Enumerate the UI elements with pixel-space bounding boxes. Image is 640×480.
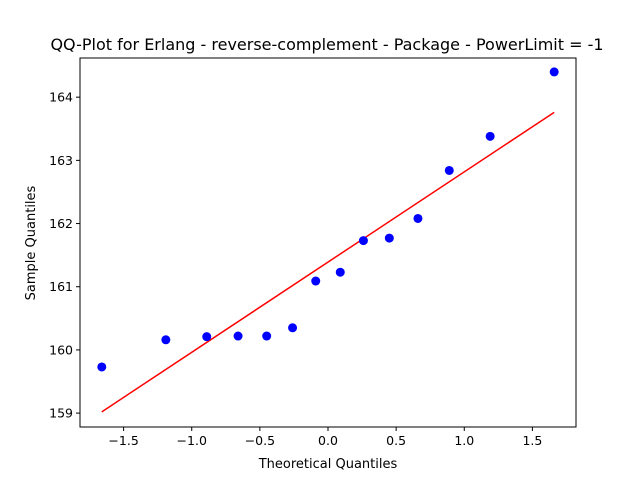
plot-frame [79, 57, 577, 428]
data-point [485, 131, 495, 141]
data-point [335, 267, 345, 277]
y-tick-label: 164 [49, 90, 73, 105]
data-point [161, 335, 171, 345]
y-tick-label: 159 [49, 406, 73, 421]
data-point [202, 332, 212, 342]
x-axis: −1.5 −1.0 −0.5 0.0 0.5 1.0 1.5 [108, 427, 542, 448]
data-point [444, 165, 454, 175]
y-axis: 159 160 161 162 163 164 [49, 90, 80, 421]
x-tick-label: 0.0 [318, 433, 338, 448]
y-axis-label: Sample Quantiles [24, 185, 39, 300]
data-point [262, 331, 272, 341]
data-point [358, 236, 368, 246]
data-point [288, 323, 298, 333]
x-tick-label: 1.5 [522, 433, 542, 448]
x-tick-label: 0.5 [386, 433, 406, 448]
y-tick-label: 160 [49, 342, 73, 357]
y-tick-label: 163 [49, 153, 73, 168]
x-tick-label: −1.5 [108, 433, 138, 448]
x-axis-label: Theoretical Quantiles [258, 457, 398, 472]
y-tick-label: 162 [49, 216, 73, 231]
x-tick-label: −0.5 [245, 433, 275, 448]
fit-line [101, 111, 555, 413]
data-point [233, 331, 243, 341]
y-tick-label: 161 [49, 279, 73, 294]
chart-title: QQ-Plot for Erlang - reverse-complement … [50, 35, 603, 54]
data-point [311, 276, 321, 286]
data-point [97, 362, 107, 372]
x-tick-label: −1.0 [177, 433, 207, 448]
data-point [384, 233, 394, 243]
data-point [549, 67, 559, 77]
data-point [413, 213, 423, 223]
x-tick-label: 1.0 [454, 433, 474, 448]
plot-area [97, 67, 559, 413]
